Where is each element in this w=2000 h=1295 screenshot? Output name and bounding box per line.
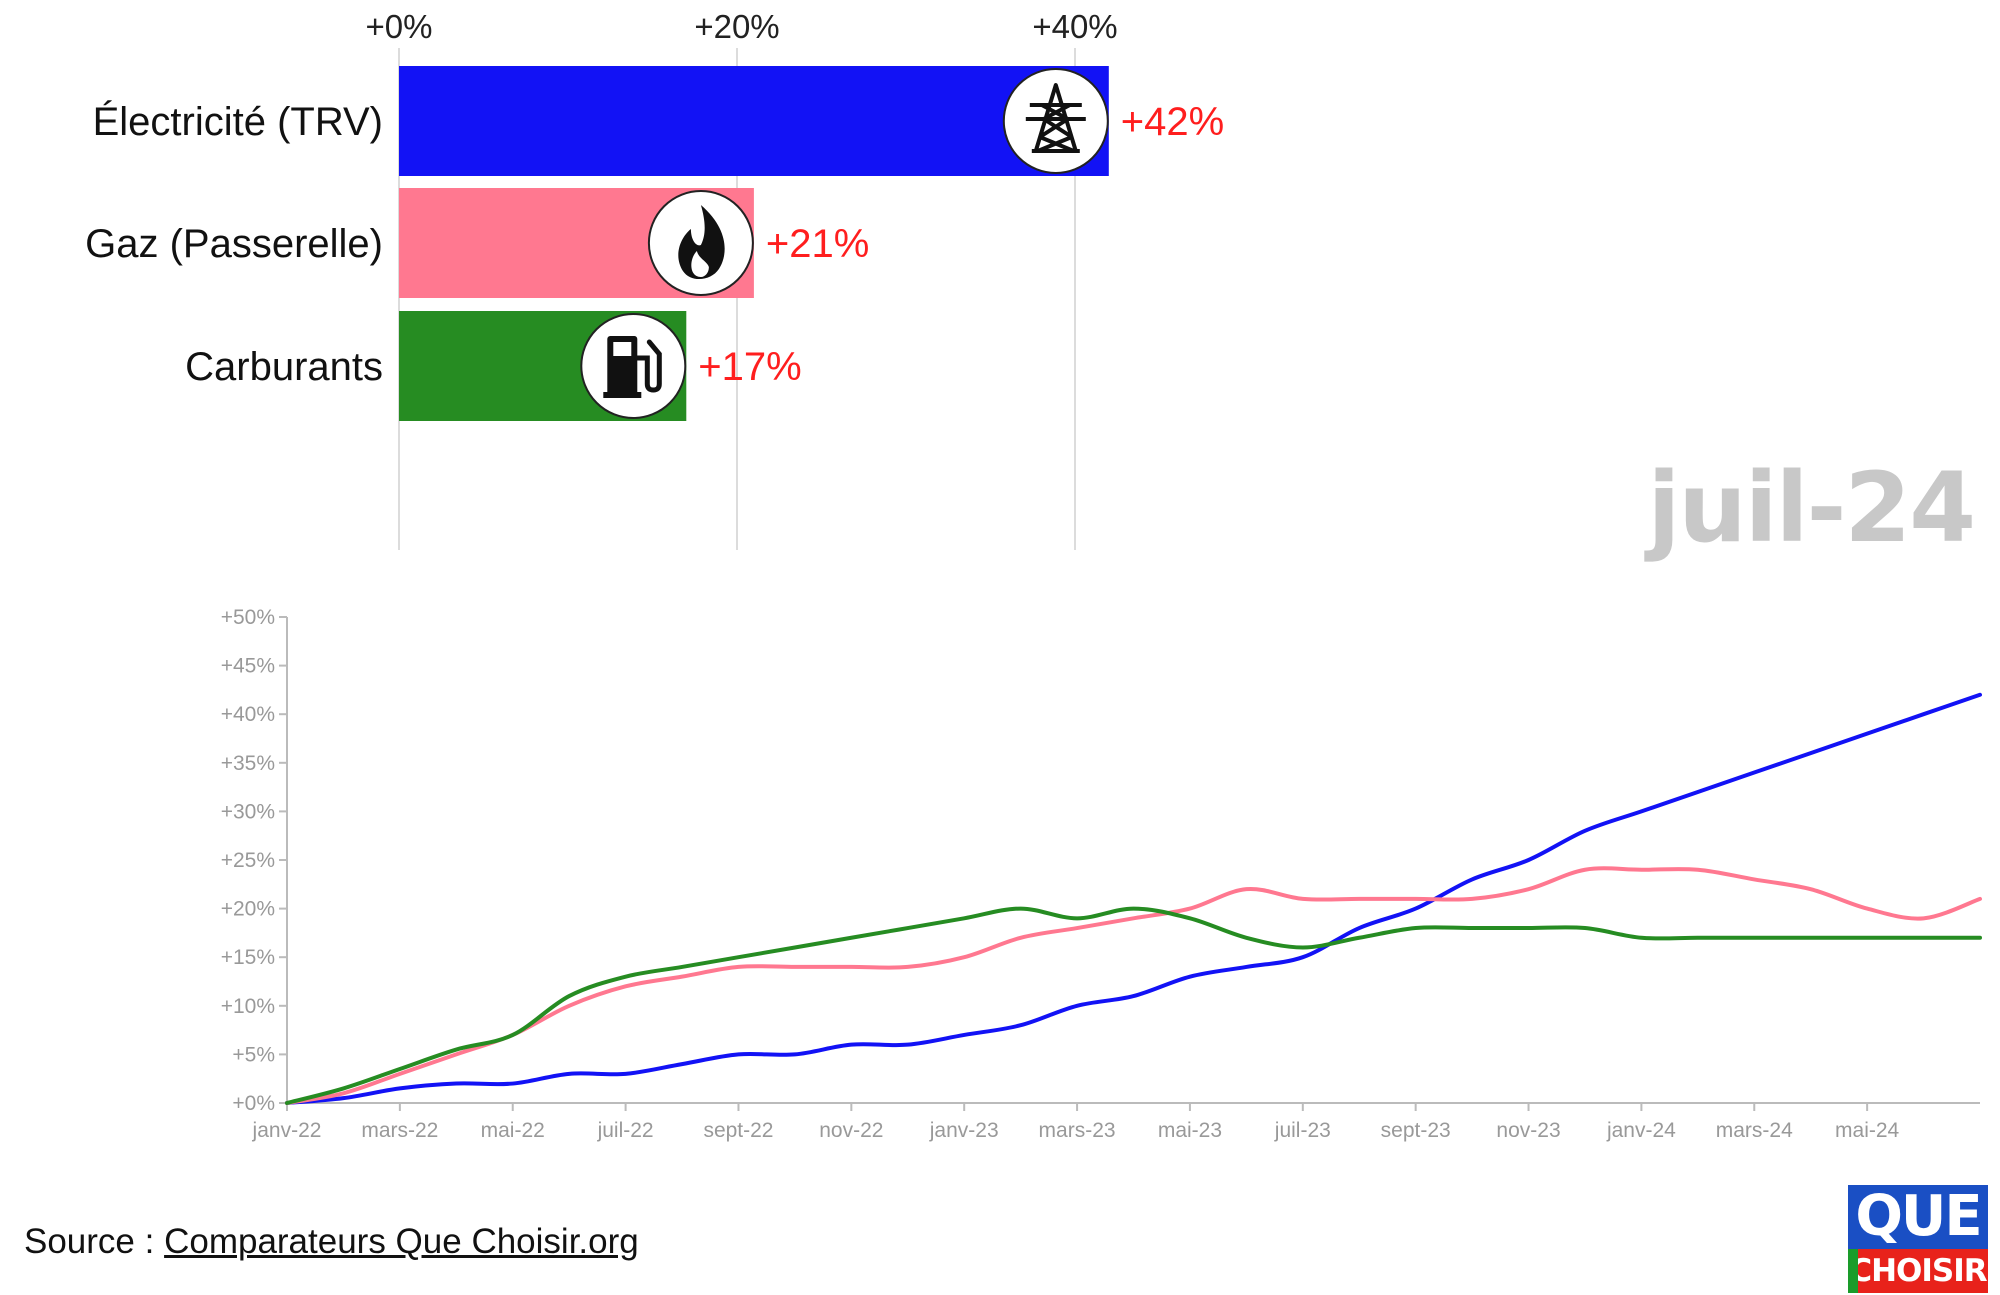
x-tick-label: janv-23: [929, 1119, 999, 1142]
x-tick-label: mai-23: [1158, 1119, 1222, 1142]
bar-value-label: +42%: [1121, 100, 1224, 144]
bar-value-label: +17%: [698, 345, 801, 389]
bar-x-tick-label: +40%: [1032, 8, 1117, 45]
y-tick-label: +0%: [232, 1092, 275, 1115]
x-tick-label: janv-22: [252, 1119, 322, 1142]
y-tick-label: +50%: [221, 606, 275, 629]
pump-hose: [634, 339, 662, 393]
bar-category-label: Carburants: [185, 345, 383, 389]
y-tick-label: +5%: [232, 1043, 275, 1066]
series-line-gaz: [285, 866, 1982, 1105]
x-tick-label: sept-23: [1381, 1119, 1451, 1142]
y-tick-label: +30%: [221, 800, 275, 823]
pylon-shape: [1025, 83, 1086, 153]
x-tick-label: janv-24: [1606, 1119, 1676, 1142]
bar-category-label: Gaz (Passerelle): [85, 222, 383, 266]
series-line-electricite: [285, 692, 1982, 1105]
logo-que: QUE: [1848, 1185, 1988, 1249]
bar-value-label: +21%: [766, 222, 869, 266]
logo-choisir: CHOISIR: [1848, 1249, 1988, 1293]
x-tick-label: mars-24: [1716, 1119, 1793, 1142]
flame-shape: [678, 205, 725, 280]
y-tick-label: +45%: [221, 655, 275, 678]
pump-window: [613, 342, 632, 356]
x-tick-label: juil-22: [597, 1119, 654, 1142]
x-tick-label: mai-22: [481, 1119, 545, 1142]
bar-category-label: Électricité (TRV): [93, 99, 383, 144]
flame-icon: [647, 190, 754, 296]
source-link[interactable]: Comparateurs Que Choisir.org: [164, 1222, 639, 1261]
x-tick-label: sept-22: [703, 1119, 773, 1142]
x-tick-label: nov-23: [1496, 1119, 1560, 1142]
power-pylon-icon: [1002, 68, 1109, 174]
fuel-pump-icon: [580, 313, 687, 419]
y-tick-label: +35%: [221, 752, 275, 775]
y-tick-label: +40%: [221, 703, 275, 726]
flame-inner: [691, 251, 709, 277]
series-line-carburants: [285, 906, 1982, 1105]
y-tick-label: +25%: [221, 849, 275, 872]
bar: [399, 66, 1109, 176]
icon-circle: [647, 190, 754, 296]
bar-x-tick-label: +20%: [694, 8, 779, 45]
x-tick-label: juil-23: [1274, 1119, 1331, 1142]
current-period-label: juil-24: [1647, 452, 1976, 564]
y-tick-label: +10%: [221, 995, 275, 1018]
x-tick-label: nov-22: [819, 1119, 883, 1142]
pump-base: [603, 392, 642, 398]
source-note: Source : Comparateurs Que Choisir.org: [24, 1222, 639, 1262]
x-tick-label: mars-22: [361, 1119, 438, 1142]
bar-x-tick-label: +0%: [366, 8, 433, 45]
que-choisir-logo: QUE CHOISIR: [1848, 1185, 1988, 1293]
x-tick-label: mars-23: [1039, 1119, 1116, 1142]
bar-chart: +0% +20% +40% Électricité (TRV) +42% Gaz (Pas…: [85, 8, 1224, 550]
x-tick-label: mai-24: [1835, 1119, 1900, 1142]
line-chart: +0% +5% +10% +15% +20% +25% +30% +35% +40% +45% +5…: [221, 606, 1982, 1142]
y-tick-label: +20%: [221, 898, 275, 921]
y-tick-label: +15%: [221, 946, 275, 969]
logo-stripe: [1848, 1249, 1858, 1293]
source-prefix: Source :: [24, 1222, 165, 1261]
